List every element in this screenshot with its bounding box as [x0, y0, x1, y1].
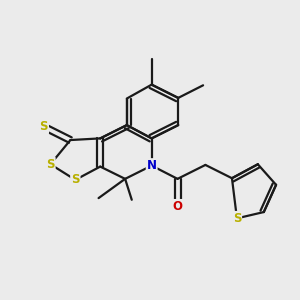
Text: N: N: [147, 159, 157, 172]
Text: S: S: [71, 173, 80, 186]
Text: O: O: [172, 200, 182, 213]
Text: S: S: [40, 120, 48, 133]
Text: S: S: [46, 158, 55, 171]
Text: S: S: [233, 212, 241, 225]
